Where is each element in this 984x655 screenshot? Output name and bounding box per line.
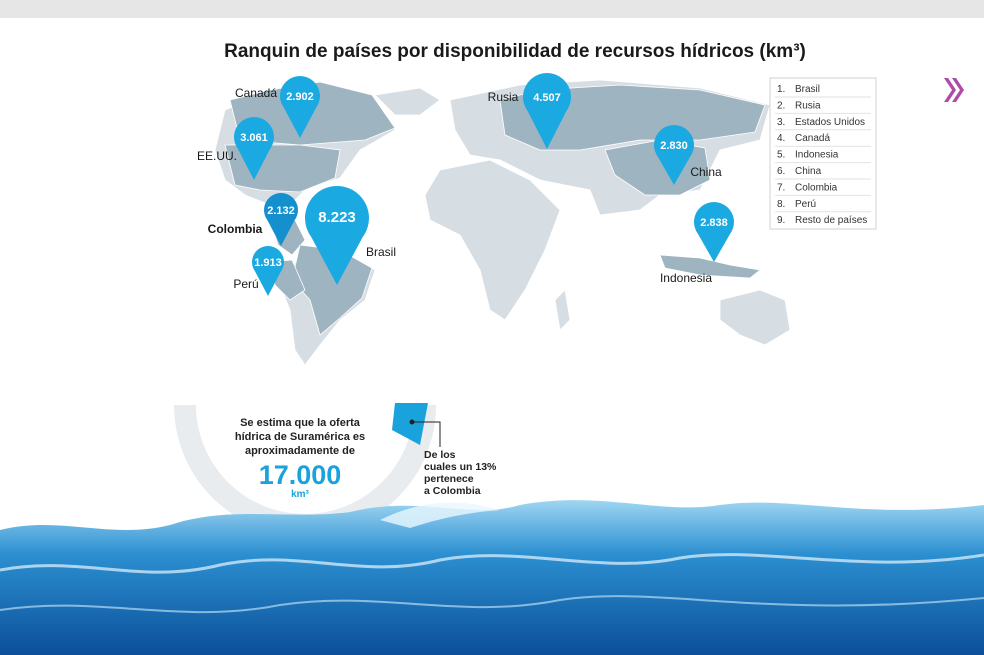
rank-country: Brasil: [795, 84, 820, 95]
country-label: EE.UU.: [197, 149, 237, 163]
amount: 17.000: [259, 460, 342, 490]
callout-line: hídrica de Suramérica es: [235, 431, 365, 443]
ranking-box: 1. Brasil 2. Rusia 3. Estados Unidos 4. Canadá 5…: [769, 77, 877, 230]
leader-line: [412, 421, 441, 447]
pin-value: 8.223: [318, 209, 356, 226]
country-label: Colombia: [208, 222, 263, 236]
pin-shape: [264, 193, 298, 246]
pin-value: 4.507: [533, 92, 561, 104]
pin-value: 2.838: [700, 217, 728, 229]
pin-value: 2.902: [286, 91, 314, 103]
country-label: Rusia: [488, 90, 519, 104]
pin-shape: [280, 76, 320, 138]
rank-country: Colombia: [795, 182, 838, 193]
ring-share: [392, 403, 428, 445]
pin: 2.830 China: [654, 124, 722, 185]
rank-number: 9.: [777, 215, 785, 226]
pin: 2.132 Colombia: [208, 193, 298, 246]
callout-note: cuales un 13%: [424, 461, 497, 473]
pin-shape: [252, 246, 284, 296]
rank-country: Perú: [795, 199, 816, 210]
pin-value: 2.830: [660, 140, 688, 152]
water: [0, 500, 984, 655]
rank-number: 7.: [777, 182, 785, 193]
callout-line: Se estima que la oferta: [240, 417, 361, 429]
country-label: Indonesia: [660, 271, 712, 285]
rank-country: Rusia: [795, 100, 821, 111]
callout-line: aproximadamente de: [245, 445, 355, 457]
rank-country: Canadá: [795, 133, 830, 144]
leader-dot: [409, 419, 415, 425]
pin-shape: [654, 124, 695, 185]
pin: 8.223 Brasil: [305, 186, 396, 285]
ranking-frame: [769, 77, 877, 230]
pin-value: 1.913: [254, 257, 282, 269]
country-label: Canadá: [235, 86, 277, 100]
rank-number: 3.: [777, 117, 785, 128]
pin-shape: [234, 117, 275, 180]
pin-shape: [523, 73, 572, 149]
rank-country: China: [795, 166, 822, 177]
callout-note: pertenece: [424, 473, 474, 485]
rank-number: 4.: [777, 133, 785, 144]
country-label: Brasil: [366, 245, 396, 259]
top-bar: [0, 0, 984, 18]
next-arrow[interactable]: [944, 78, 964, 102]
rank-country: Resto de países: [795, 215, 867, 226]
pin: 2.902 Canadá: [235, 76, 320, 138]
pin-shape: [305, 186, 369, 285]
rank-country: Indonesia: [795, 150, 839, 161]
callout-note: De los: [424, 449, 456, 461]
title: Ranquin de países por disponibilidad de …: [224, 41, 806, 62]
callout-note: a Colombia: [424, 485, 481, 497]
pin-value: 3.061: [240, 132, 268, 144]
rank-number: 2.: [777, 100, 785, 111]
pin: 2.838 Indonesia: [660, 201, 734, 285]
pin: 4.507 Rusia: [488, 73, 572, 149]
rank-number: 6.: [777, 166, 785, 177]
rank-number: 5.: [777, 150, 785, 161]
unit: km³: [291, 489, 309, 500]
country-label: Perú: [233, 277, 258, 291]
pin: 1.913 Perú: [233, 246, 284, 296]
rank-number: 1.: [777, 84, 785, 95]
pin-value: 2.132: [267, 205, 295, 217]
rank-number: 8.: [777, 199, 785, 210]
rank-country: Estados Unidos: [795, 117, 865, 128]
country-label: China: [690, 165, 722, 179]
pin-shape: [694, 201, 734, 262]
